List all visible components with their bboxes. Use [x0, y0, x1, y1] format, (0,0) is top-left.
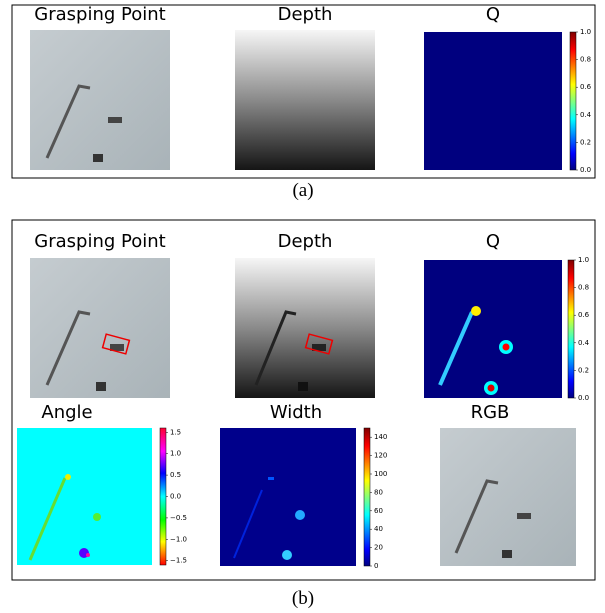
colorbar-tick-label: 0.8	[580, 56, 591, 64]
depth-image	[235, 258, 375, 398]
colorbar-tick-label: 0.0	[580, 166, 591, 174]
width-image	[220, 428, 356, 566]
angle-image	[17, 428, 152, 565]
caption: (b)	[292, 588, 314, 609]
colorbar	[567, 259, 575, 399]
colorbar-tick-label: 0.0	[170, 493, 181, 501]
colorbar-tick-label: −0.5	[170, 514, 187, 522]
colorbar-tick-label: −1.5	[170, 557, 187, 565]
colorbar-tick-label: 1.0	[578, 256, 589, 264]
colorbar-tick-label: 0.4	[580, 111, 592, 119]
rgb-image	[440, 428, 576, 566]
colorbar-tick-label: 0.0	[578, 394, 589, 402]
colorbar	[159, 427, 167, 566]
colorbar-tick-label: 0.5	[170, 471, 181, 479]
panel-title: Grasping Point	[34, 4, 165, 25]
q-image	[424, 32, 562, 170]
colorbar-tick-label: 0	[374, 562, 378, 570]
colorbar-tick-label: 1.0	[580, 28, 591, 36]
panel-frame	[11, 219, 596, 581]
colorbar-tick-label: 20	[374, 544, 383, 552]
colorbar-tick-label: 140	[374, 433, 387, 441]
colorbar-tick-label: 60	[374, 507, 383, 515]
panel-title: Depth	[278, 4, 333, 25]
panel-frame	[11, 4, 596, 179]
rgb-image	[30, 258, 170, 398]
colorbar-tick-label: 0.6	[580, 83, 592, 91]
colorbar-tick-label: −1.0	[170, 535, 187, 543]
colorbar-tick-label: 80	[374, 488, 383, 496]
colorbar-tick-label: 120	[374, 452, 387, 460]
colorbar-tick-label: 0.2	[580, 138, 591, 146]
panel-title: Width	[270, 402, 322, 423]
colorbar-tick-label: 0.8	[578, 284, 589, 292]
depth-image	[235, 30, 375, 170]
colorbar-tick-label: 1.0	[170, 450, 181, 458]
colorbar	[363, 427, 371, 567]
colorbar-tick-label: 1.5	[170, 428, 181, 436]
colorbar-tick-label: 40	[374, 525, 383, 533]
panel-title: Q	[486, 4, 500, 25]
colorbar-tick-label: 0.2	[578, 366, 589, 374]
panel-title: Depth	[278, 231, 333, 252]
caption: (a)	[292, 180, 313, 201]
panel-title: Q	[486, 231, 500, 252]
q-image	[424, 260, 562, 398]
rgb-image	[30, 30, 170, 170]
panel-title: Angle	[41, 402, 92, 423]
colorbar	[569, 31, 577, 171]
panel-title: RGB	[471, 402, 510, 423]
colorbar-tick-label: 0.6	[578, 311, 590, 319]
panel-title: Grasping Point	[34, 231, 165, 252]
colorbar-tick-label: 0.4	[578, 339, 590, 347]
colorbar-tick-label: 100	[374, 470, 387, 478]
